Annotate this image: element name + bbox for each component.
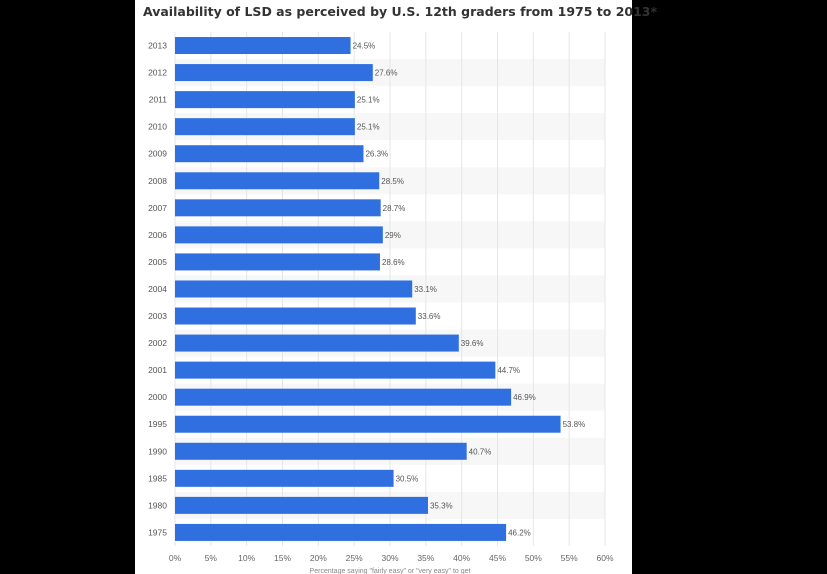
value-label: 25.1%	[357, 123, 380, 132]
category-label: 1990	[148, 446, 167, 456]
category-label: 2007	[148, 203, 167, 213]
bar-2013[interactable]	[175, 37, 351, 55]
value-label: 35.3%	[430, 501, 453, 510]
value-label: 27.6%	[375, 69, 398, 78]
category-label: 2008	[148, 176, 167, 186]
x-tick-label: 5%	[205, 553, 218, 563]
x-axis-title: Percentage saying "fairly easy" or "very…	[310, 568, 471, 574]
category-label: 1975	[148, 527, 167, 537]
category-label: 2011	[149, 95, 168, 105]
category-label: 2000	[148, 392, 167, 402]
value-label: 44.7%	[497, 366, 520, 375]
bar-1985[interactable]	[175, 469, 394, 487]
bar-2003[interactable]	[175, 307, 416, 325]
x-tick-label: 55%	[561, 553, 578, 563]
bar-2009[interactable]	[175, 145, 364, 163]
category-label: 2002	[148, 338, 167, 348]
value-label: 24.5%	[353, 42, 376, 51]
chart-title: Availability of LSD as perceived by U.S.…	[143, 4, 658, 19]
x-tick-label: 35%	[417, 553, 434, 563]
value-label: 39.6%	[461, 339, 484, 348]
category-label: 2009	[148, 149, 167, 159]
x-tick-label: 45%	[489, 553, 506, 563]
category-label: 2005	[148, 257, 167, 267]
value-label: 29%	[385, 231, 401, 240]
value-label: 46.9%	[513, 393, 536, 402]
bar-2006[interactable]	[175, 226, 383, 244]
value-label: 33.6%	[418, 312, 441, 321]
bar-2010[interactable]	[175, 118, 355, 136]
x-tick-label: 15%	[274, 553, 291, 563]
category-label: 1980	[148, 500, 167, 510]
value-label: 26.3%	[365, 150, 388, 159]
x-tick-label: 25%	[346, 553, 363, 563]
x-tick-label: 10%	[238, 553, 255, 563]
value-label: 28.6%	[382, 258, 405, 267]
category-label: 2004	[148, 284, 167, 294]
bar-1980[interactable]	[175, 496, 428, 514]
x-tick-label: 30%	[381, 553, 398, 563]
bar-2008[interactable]	[175, 172, 380, 190]
bar-2000[interactable]	[175, 388, 512, 406]
value-label: 30.5%	[396, 474, 419, 483]
value-label: 25.1%	[357, 96, 380, 105]
bar-1995[interactable]	[175, 415, 561, 433]
bar-2005[interactable]	[175, 253, 380, 271]
x-tick-label: 50%	[525, 553, 542, 563]
value-label: 28.5%	[381, 177, 404, 186]
value-label: 33.1%	[414, 285, 437, 294]
bar-1975[interactable]	[175, 523, 507, 541]
x-tick-label: 60%	[596, 553, 613, 563]
value-label: 28.7%	[383, 204, 406, 213]
category-label: 2001	[148, 365, 167, 375]
category-label: 2006	[148, 230, 167, 240]
bar-2004[interactable]	[175, 280, 413, 298]
value-label: 46.2%	[508, 528, 531, 537]
bar-2007[interactable]	[175, 199, 381, 217]
bar-2011[interactable]	[175, 91, 355, 109]
bar-2012[interactable]	[175, 64, 373, 82]
category-label: 2012	[148, 68, 167, 78]
x-tick-label: 20%	[310, 553, 327, 563]
value-label: 40.7%	[469, 447, 492, 456]
category-label: 2013	[148, 41, 167, 51]
category-label: 2003	[148, 311, 167, 321]
category-label: 1995	[148, 419, 167, 429]
bar-1990[interactable]	[175, 442, 467, 460]
value-label: 53.8%	[563, 420, 586, 429]
category-label: 2010	[148, 122, 167, 132]
bar-2002[interactable]	[175, 334, 459, 352]
x-tick-label: 40%	[453, 553, 470, 563]
category-label: 1985	[148, 473, 167, 483]
x-tick-label: 0%	[169, 553, 182, 563]
bar-2001[interactable]	[175, 361, 496, 379]
